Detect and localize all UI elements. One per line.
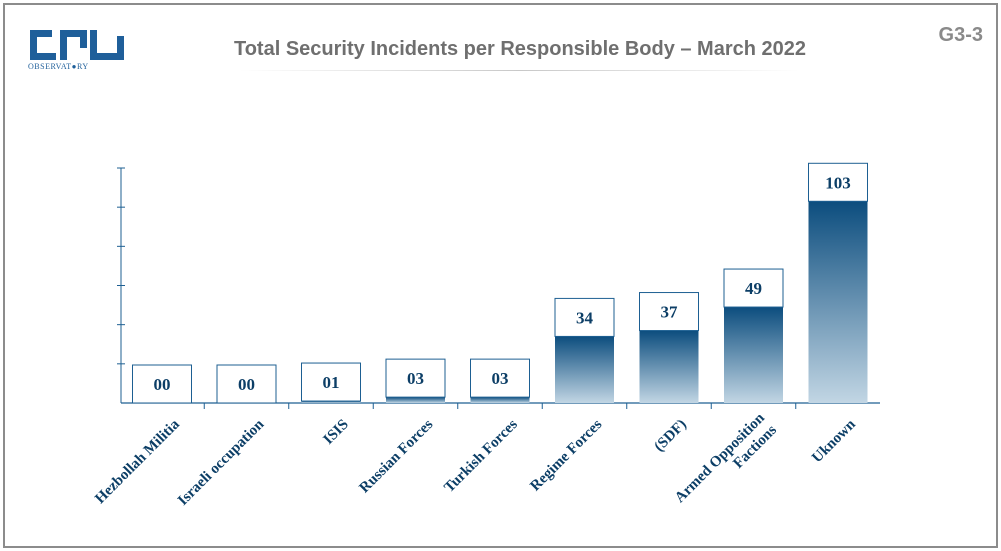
chart-code: G3-3: [938, 24, 983, 46]
bar: [724, 307, 783, 403]
data-label: 103: [825, 173, 851, 192]
bar: [639, 330, 699, 403]
value-label-box: [639, 292, 699, 332]
data-label: 03: [492, 369, 509, 388]
x-tick-label: Hezbollah Militia: [92, 416, 183, 507]
bar: [555, 336, 614, 403]
data-label: 00: [154, 375, 171, 394]
title-underline: [240, 70, 800, 71]
x-tick-label: ISIS: [320, 417, 351, 448]
data-label: 00: [238, 375, 255, 394]
data-label: 37: [661, 303, 679, 322]
x-tick-label: (SDF): [651, 417, 689, 455]
chart-title: Total Security Incidents per Responsible…: [233, 38, 807, 60]
data-label: 01: [323, 373, 340, 392]
x-tick-label: Israeli occupation: [175, 416, 268, 509]
logo-mark-icon: [30, 30, 124, 60]
value-label-box: [808, 162, 868, 202]
x-tick-label: Armed OppositionFactions: [672, 410, 780, 518]
observatory-logo: OBSERVAT●RY: [28, 28, 128, 74]
data-label: 03: [407, 369, 424, 388]
value-label-box: [216, 364, 277, 404]
x-tick-label: Regime Forces: [527, 416, 605, 494]
x-tick-label: Uknown: [809, 416, 859, 466]
data-label: 49: [745, 279, 762, 298]
value-label-box: [132, 364, 192, 404]
x-tick-label: Turkish Forces: [441, 416, 521, 496]
logo-subtext: OBSERVAT●RY: [28, 62, 89, 71]
value-label-box: [554, 297, 615, 337]
value-label-box: [723, 268, 784, 308]
value-label-box: [385, 358, 446, 398]
data-label: 34: [576, 308, 594, 327]
bar: [808, 201, 868, 403]
x-tick-label: Russian Forces: [357, 416, 437, 496]
bar: [386, 397, 445, 403]
bar: [301, 401, 361, 403]
value-label-box: [301, 362, 361, 402]
bar: [470, 397, 530, 403]
value-label-box: [470, 358, 530, 398]
